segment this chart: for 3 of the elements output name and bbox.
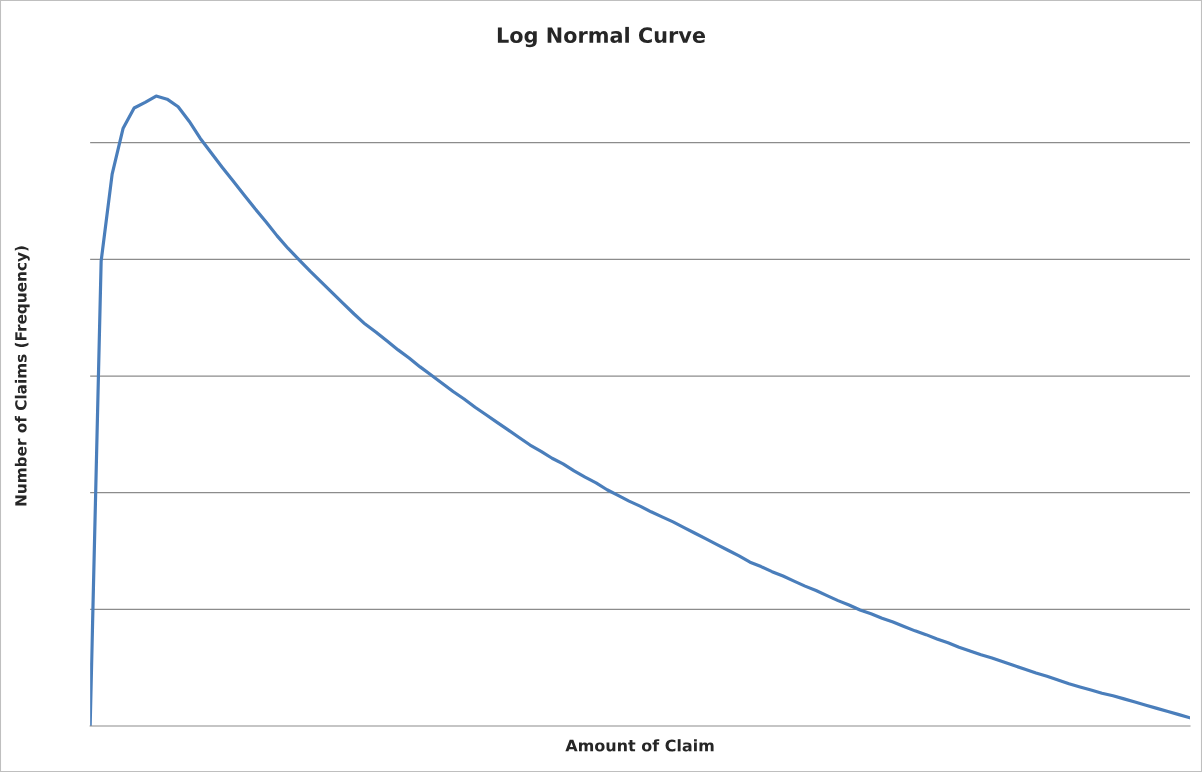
x-axis-title: Amount of Claim	[565, 739, 714, 752]
y-axis-title: Number of Claims (Frequency)	[14, 246, 30, 506]
chart-title: Log Normal Curve	[497, 26, 706, 48]
